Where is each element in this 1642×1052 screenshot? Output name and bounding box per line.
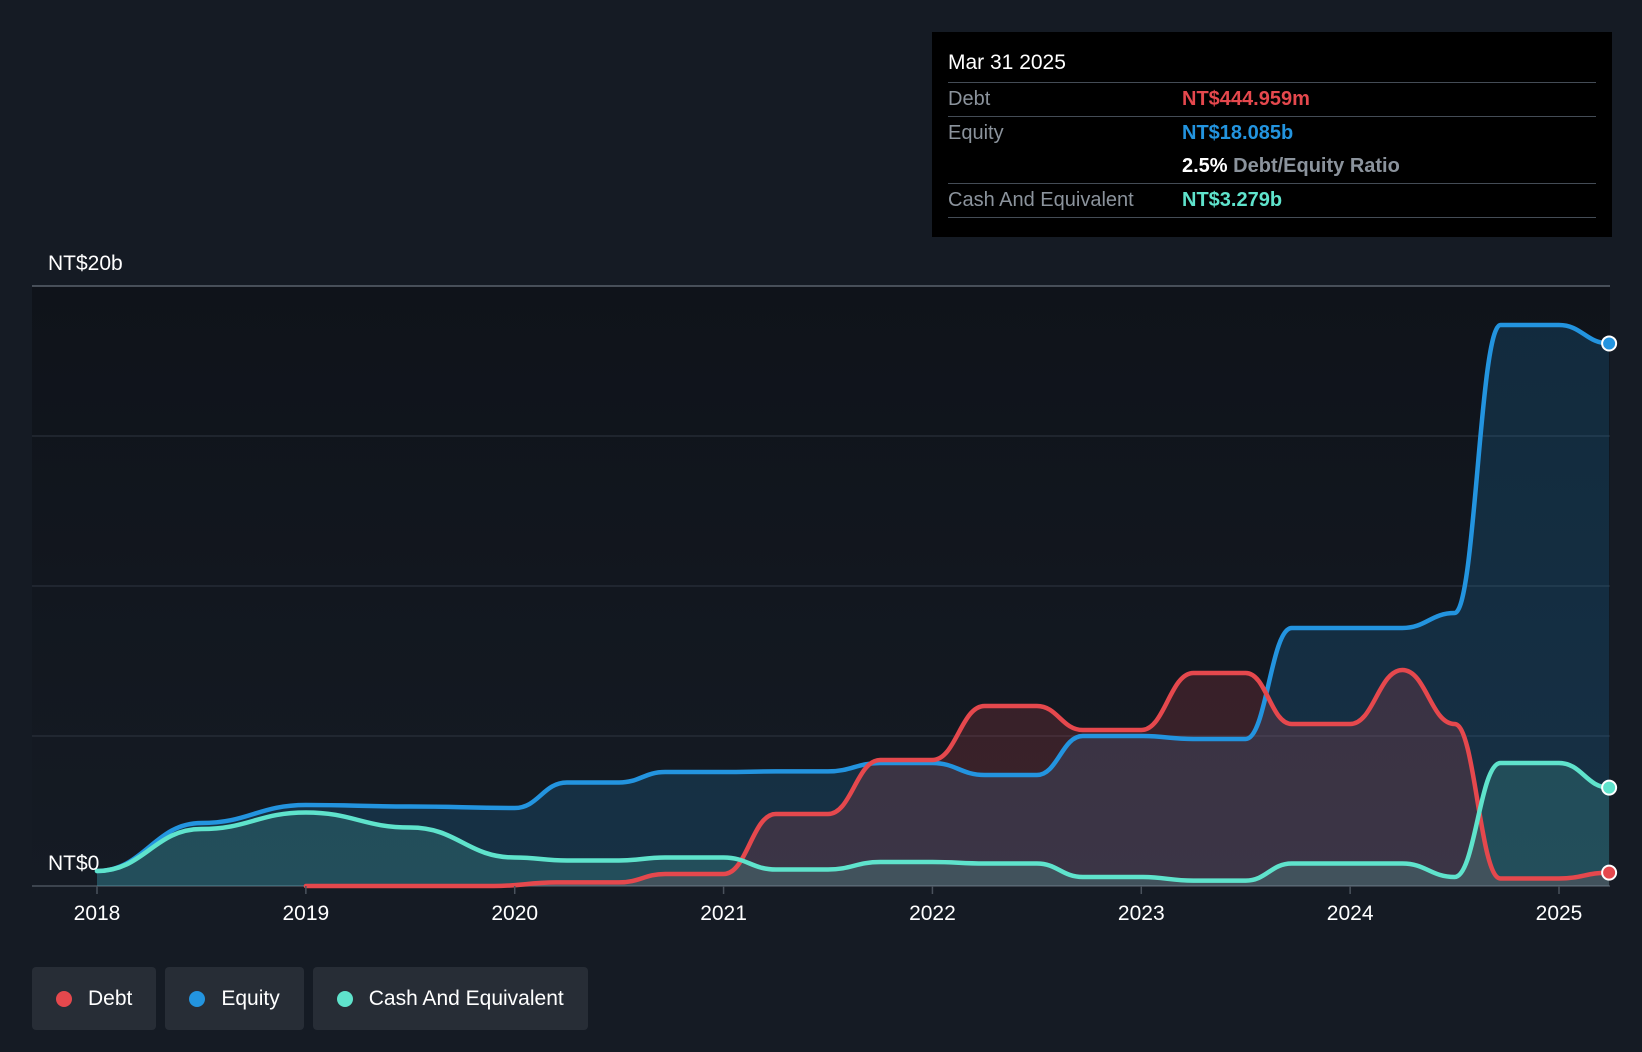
legend-item-equity[interactable]: Equity [165, 967, 304, 1030]
tooltip-equity-value: NT$18.085b [1182, 122, 1294, 144]
legend-item-debt[interactable]: Debt [32, 967, 157, 1030]
y-axis-top-label: NT$20b [48, 252, 123, 275]
x-axis-ticks: 2018 2019 2020 2021 2022 2023 2024 2025 [74, 886, 1583, 925]
y-axis-bottom-label: NT$0 [48, 852, 99, 875]
x-tick-label: 2018 [74, 902, 121, 925]
legend-equity-label: Equity [221, 986, 280, 1010]
series-end-points [1601, 335, 1618, 881]
equity-end-point [1601, 335, 1618, 352]
tooltip-row-equity: Equity NT$18.085b [948, 116, 1596, 150]
legend-cash-label: Cash And Equivalent [368, 986, 564, 1010]
tooltip-debt-label: Debt [948, 88, 991, 110]
cash-and-equivalent-line [94, 760, 1612, 883]
tooltip-ratio: 2.5% Debt/Equity Ratio [1182, 150, 1400, 183]
x-tick-label: 2021 [700, 902, 747, 925]
cash-and-equivalent-area [97, 763, 1610, 886]
equity-area [97, 325, 1610, 886]
cash-and-equivalent-end-point [1601, 779, 1618, 796]
x-tick-label: 2022 [909, 902, 956, 925]
tooltip-cash-label: Cash And Equivalent [948, 189, 1134, 211]
debt-area [305, 670, 1610, 886]
tooltip-ratio-value: 2.5% [1182, 155, 1228, 177]
debt-equity-chart: 2018 2019 2020 2021 2022 2023 2024 2025 NT$20b … [32, 252, 1618, 925]
equity-line [94, 322, 1612, 874]
series-lines [94, 322, 1612, 889]
legend-debt-dot-icon [56, 990, 72, 1007]
x-tick-label: 2020 [491, 902, 538, 925]
x-tick-label: 2025 [1536, 902, 1583, 925]
debt-line [303, 667, 1612, 889]
legend-item-cash[interactable]: Cash And Equivalent [312, 967, 588, 1030]
x-tick-label: 2023 [1118, 902, 1165, 925]
tooltip-cash-value: NT$3.279b [1182, 189, 1283, 211]
tooltip-ratio-label: Debt/Equity Ratio [1233, 155, 1400, 177]
tooltip-debt-value: NT$444.959m [1182, 88, 1310, 110]
tooltip-row-cash: Cash And Equivalent NT$3.279b [948, 183, 1596, 218]
tooltip-equity-label: Equity [948, 122, 1004, 144]
series-areas [97, 325, 1610, 886]
data-tooltip: Mar 31 2025 Debt NT$444.959m Equity NT$1… [932, 32, 1612, 237]
legend-equity-dot-icon [189, 990, 206, 1007]
debt-end-point [1601, 864, 1618, 881]
tooltip-row-ratio: 2.5% Debt/Equity Ratio [948, 150, 1596, 183]
tooltip-row-debt: Debt NT$444.959m [948, 82, 1596, 116]
legend-cash-dot-icon [336, 990, 353, 1007]
x-tick-label: 2019 [282, 902, 329, 925]
chart-legend: Debt Equity Cash And Equivalent [32, 967, 588, 1030]
x-tick-label: 2024 [1327, 902, 1374, 925]
legend-debt-label: Debt [88, 986, 133, 1010]
tooltip-date: Mar 31 2025 [948, 51, 1066, 74]
grid-lines [32, 285, 1610, 887]
